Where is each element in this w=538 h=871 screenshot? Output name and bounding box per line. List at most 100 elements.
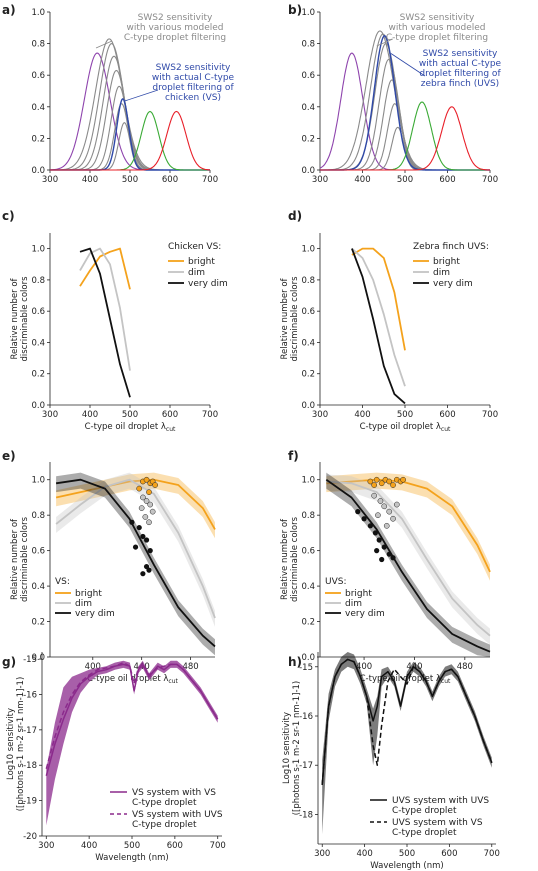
y-tick-label: 0.2: [31, 370, 45, 380]
x-axis-label: C-type oil droplet λcut: [85, 422, 176, 433]
x-axis-label: C-type oil droplet λcut: [87, 674, 178, 685]
y-tick-label: 0.8: [31, 276, 45, 286]
x-tick-label: 400: [85, 662, 101, 672]
panel-label: h): [288, 655, 302, 669]
data-point: [390, 482, 396, 488]
y-tick-label: 0.8: [301, 40, 315, 50]
legend-entry: very dim: [433, 279, 473, 289]
data-point: [386, 551, 392, 557]
data-point: [371, 482, 377, 488]
x-tick-label: 500: [397, 410, 413, 420]
y-axis-label: Relative number ofdiscriminable colors: [280, 516, 300, 602]
legend-entry: VS system with UVS: [132, 810, 223, 820]
y-tick-label: -15: [299, 663, 313, 673]
annotation-blue-pointer: [390, 53, 426, 77]
annotation-blue-pointer: [124, 89, 159, 102]
y-axis-label: Relative number ofdiscriminable colors: [10, 276, 30, 362]
y-tick-label: -20: [23, 832, 37, 842]
legend-entry: bright: [75, 589, 102, 599]
data-point: [379, 556, 385, 563]
legend-entry: UVS system with VS: [392, 818, 483, 828]
panel-h: h) 300 400 500 600 700 -18 -17 -16 -15 Wavelength …: [282, 652, 500, 871]
y-tick-label: 1.0: [301, 476, 315, 486]
series-dim: [55, 478, 216, 619]
data-point: [381, 503, 388, 510]
annotation-blue-line: SWS2 sensitivity: [423, 49, 498, 59]
data-point: [378, 480, 385, 487]
y-tick-label: 0.0: [301, 401, 315, 411]
y-tick-label: 1.0: [31, 8, 45, 18]
y-tick-label: 0.8: [301, 276, 315, 286]
annotation-blue-line: zebra finch (UVS): [421, 79, 499, 89]
y-tick-label: 0.6: [31, 71, 45, 81]
panel-label: e): [2, 449, 16, 463]
annotation-gray-pointer: [376, 38, 393, 47]
annotation-blue-line: droplet filtering of: [152, 83, 234, 93]
series-bright: [326, 478, 491, 573]
data-point: [146, 567, 152, 573]
x-axis-label: Wavelength (nm): [370, 861, 443, 871]
legend-entry: dim: [188, 268, 205, 278]
annotation-gray-line: with various modeled: [388, 23, 485, 33]
x-tick-label: 700: [484, 849, 500, 859]
data-point: [132, 544, 139, 550]
panel-e: e)4004404800.00.20.40.60.81.0C-type oil …: [2, 449, 216, 685]
data-point: [390, 515, 396, 522]
x-tick-label: 400: [357, 849, 373, 859]
x-tick-label: 700: [202, 410, 218, 420]
x-tick-label: 600: [167, 841, 183, 851]
annotation-gray-pointer: [95, 40, 113, 49]
data-point: [390, 555, 396, 561]
data-point: [129, 519, 135, 525]
y-axis-label: Log10 sensitivity([photons s-1 m-2 sr-1 …: [6, 677, 26, 812]
data-point: [367, 478, 374, 485]
data-point: [355, 509, 361, 515]
x-tick-label: 500: [122, 175, 138, 185]
x-tick-label: 600: [162, 175, 178, 185]
panel-label: g): [2, 655, 16, 669]
data-point: [375, 512, 381, 519]
x-tick-label: 400: [81, 841, 97, 851]
y-tick-label: 0.0: [301, 653, 315, 663]
y-tick-label: 0.6: [301, 547, 315, 557]
annotation-blue-line: with actual C-type: [152, 73, 235, 83]
data-point: [138, 505, 145, 511]
panel-a: a) 300 400 500 600 700 0.0 0.2 0.4 0.6 0.8 1.0 SWS2 …: [2, 3, 235, 185]
legend-entry: C-type droplet: [392, 806, 457, 816]
data-point: [146, 519, 152, 526]
data-point: [147, 548, 153, 554]
data-point: [400, 476, 406, 483]
y-tick-label: 0.0: [301, 166, 315, 176]
x-axis-label: C-type oil droplet λcut: [360, 422, 451, 433]
panel-label: b): [288, 3, 302, 17]
data-point: [372, 530, 379, 536]
y-axis-label: Log10 sensitivity([photons s-1 m-2 sr-1 …: [282, 681, 302, 816]
data-point: [147, 501, 154, 508]
series-very-dim: [55, 478, 216, 648]
y-tick-label: -15: [23, 655, 37, 665]
annotation-gray-line: SWS2 sensitivity: [138, 13, 213, 23]
legend-entry: dim: [75, 599, 92, 609]
series-line: [321, 658, 493, 785]
x-tick-label: 600: [439, 175, 455, 185]
legend-entry: C-type droplet: [392, 828, 457, 838]
annotation-blue-line: with actual C-type: [419, 59, 502, 69]
band-very-dim: [326, 472, 490, 657]
series-dim: [326, 480, 491, 637]
x-tick-label: 300: [312, 410, 328, 420]
series-bright: [351, 247, 406, 351]
x-tick-label: 400: [82, 175, 98, 185]
y-tick-label: 0.2: [301, 618, 315, 628]
y-tick-label: -16: [299, 712, 313, 722]
series-dim: [79, 247, 131, 371]
annotation-gray-line: C-type droplet filtering: [124, 33, 226, 43]
y-tick-label: 0.0: [31, 166, 45, 176]
y-tick-label: 0.2: [301, 370, 315, 380]
y-tick-label: 0.2: [301, 134, 315, 144]
y-tick-label: 0.4: [31, 338, 45, 348]
y-tick-label: -16: [23, 690, 37, 700]
data-point: [152, 482, 158, 488]
panel-label: d): [288, 209, 302, 223]
y-tick-label: -17: [299, 761, 313, 771]
